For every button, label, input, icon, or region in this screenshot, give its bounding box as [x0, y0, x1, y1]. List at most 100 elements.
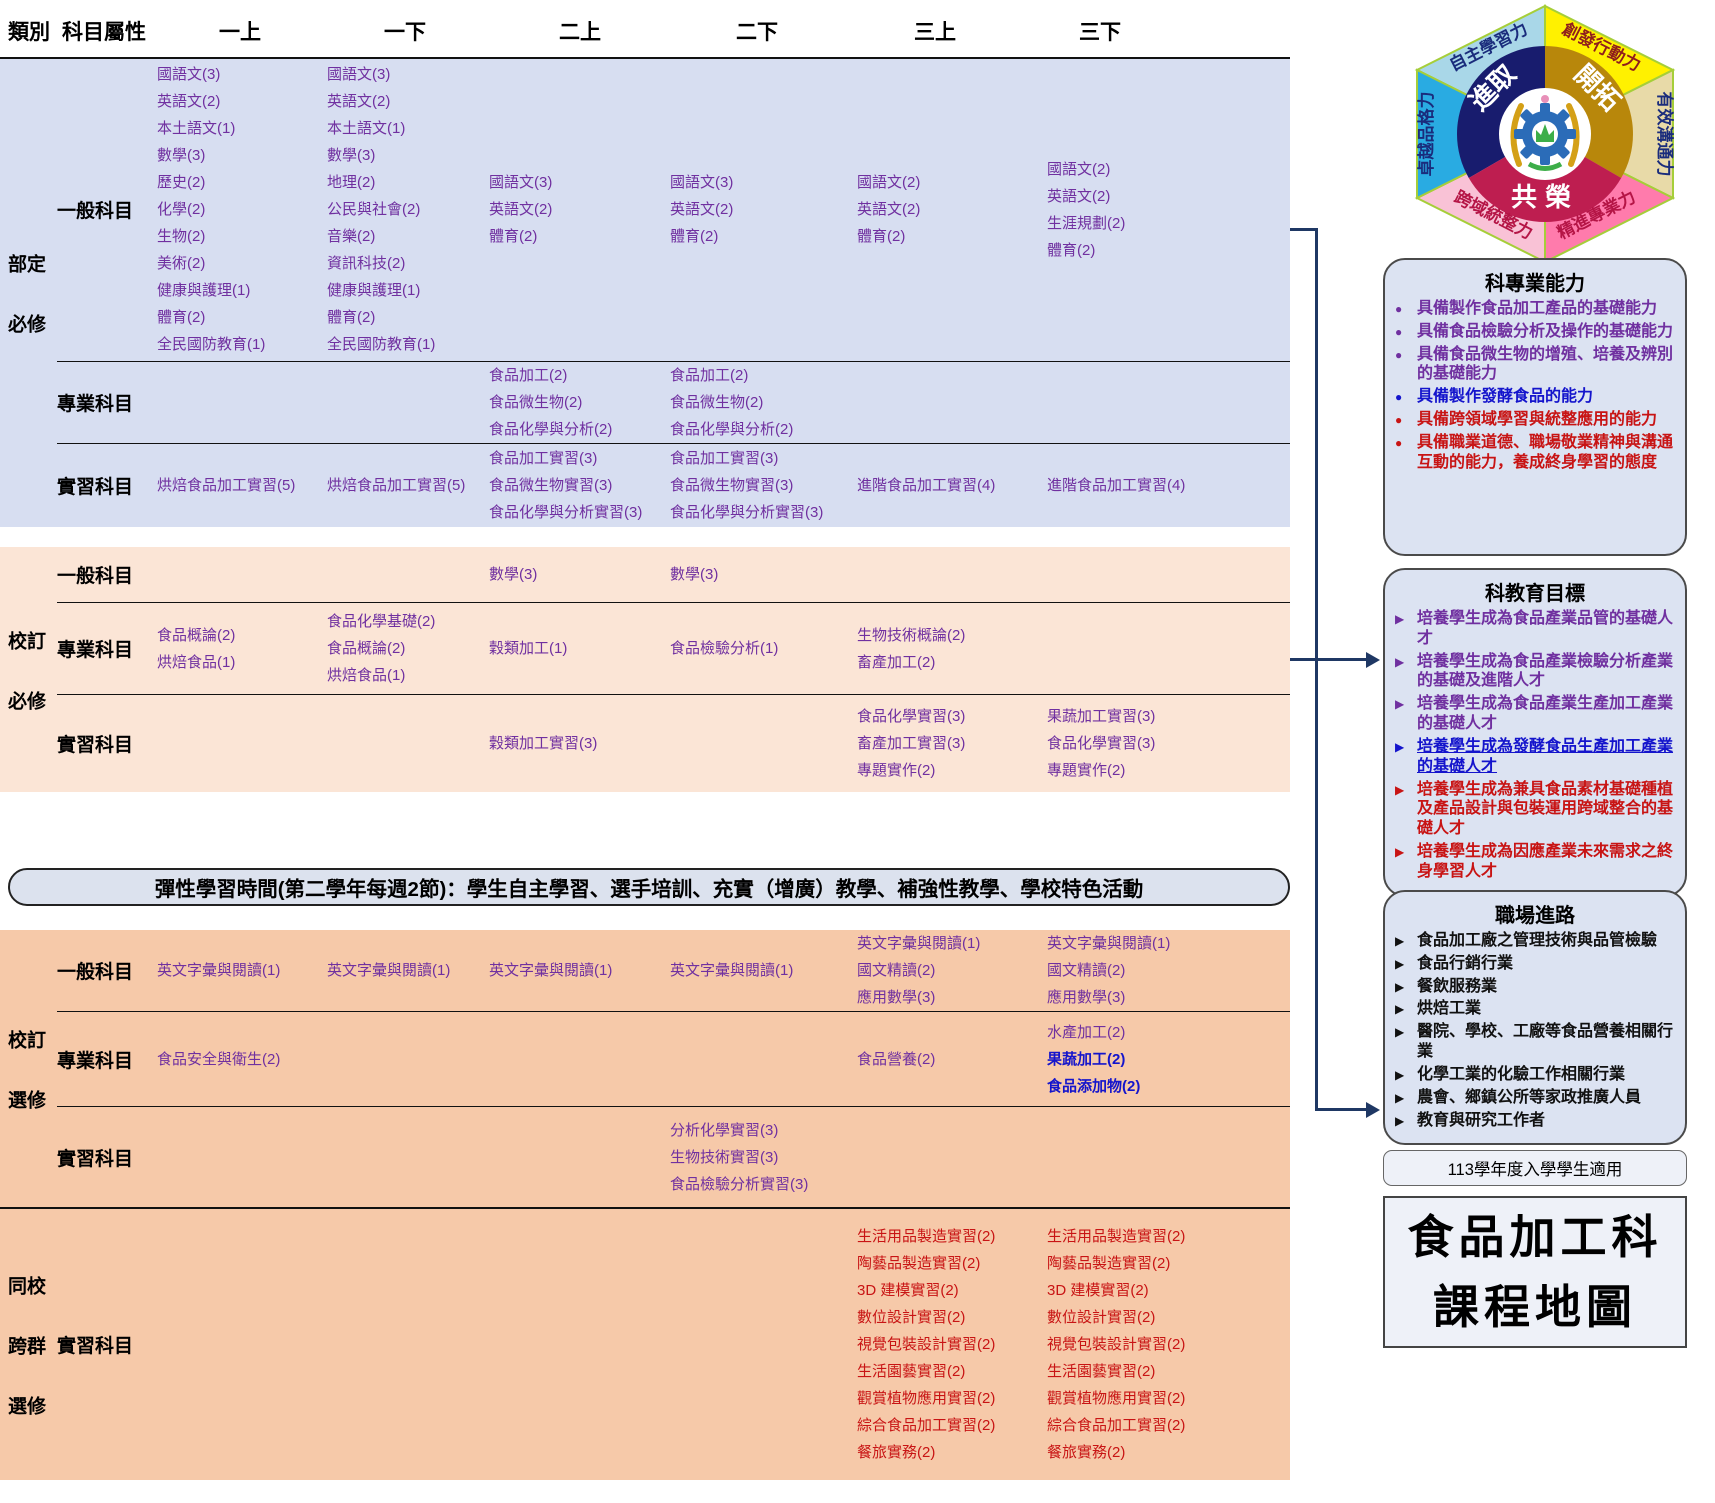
course-item: 英文字彙與閱讀(1) [327, 962, 451, 979]
semester-cell: 英文字彙與閱讀(1) [487, 930, 668, 1011]
list-item-text: 烘焙工業 [1417, 1000, 1482, 1018]
course-item: 國語文(2) [1047, 160, 1111, 178]
list-item: ▶ 培養學生成為食品產業檢驗分析產業的基礎及進階人才 [1395, 652, 1675, 692]
course-item: 生活用品製造實習(2) [857, 1228, 996, 1245]
category-column: 同校 跨群 選修 [0, 1271, 57, 1418]
category-label: 必修 [8, 691, 47, 712]
list-item: ▶ 培養學生成為因應產業未來需求之終身學習人才 [1395, 842, 1675, 882]
course-item: 英語文(2) [857, 201, 921, 219]
semester-cell [855, 1107, 1045, 1207]
course-item: 進階食品加工實習(4) [857, 477, 996, 495]
course-item: 生物(2) [157, 228, 206, 246]
category-column: 校訂 必修 [0, 626, 57, 713]
semester-cell [1045, 603, 1290, 694]
course-item: 體育(2) [157, 309, 206, 327]
course-item: 健康與護理(1) [327, 282, 421, 300]
list-item-text: 食品加工廠之管理技術與品管檢驗 [1417, 932, 1658, 949]
course-item: 食品加工(2) [489, 367, 568, 385]
course-item: 公民與社會(2) [327, 201, 421, 219]
list-item: ▶ 農會、鄉鎮公所等家政推廣人員 [1395, 1088, 1675, 1108]
dot-bullet-icon: ● [1395, 390, 1403, 405]
course-item: 綜合食品加工實習(2) [1047, 1417, 1186, 1434]
course-item: 英文字彙與閱讀(1) [857, 935, 981, 952]
semester-cell: 生活用品製造實習(2) 陶藝品製造實習(2) 3D 建模實習(2) 數位設計實習(2)… [1045, 1209, 1290, 1480]
semester-cell: 國語文(2) 英語文(2) 生涯規劃(2) 體育(2) [1045, 59, 1290, 361]
header-semester: 三上 [914, 21, 956, 44]
semester-cell: 食品加工實習(3) 食品微生物實習(3) 食品化學與分析實習(3) [668, 444, 855, 527]
rows-container: 一般科目 國語文(3) 英語文(2) 本土語文(1) 數學(3) 歷史(2) 化學(2) 生物… [57, 59, 1290, 527]
semester-cell: 國語文(2) 英語文(2) 體育(2) [855, 59, 1045, 361]
semester-cell [325, 362, 487, 444]
subject-row: 一般科目 數學(3) 數學(3) [57, 547, 1290, 602]
course-item: 應用數學(3) [857, 989, 936, 1006]
course-item: 體育(2) [670, 228, 719, 246]
wheat-icon [1510, 103, 1524, 167]
semester-cell: 進階食品加工實習(4) [855, 444, 1045, 527]
semester-cell: 數學(3) [668, 547, 855, 602]
core-label: 共榮 [1511, 182, 1579, 212]
semester-cell: 食品概論(2) 烘焙食品(1) [155, 603, 325, 694]
arrow-bullet-icon: ▶ [1395, 1025, 1405, 1040]
list-item-text: 具備製作食品加工產品的基礎能力 [1417, 300, 1658, 317]
flexible-learning-banner: 彈性學習時間(第二學年每週2節)：學生自主學習、選手培訓、充實（增廣）教學、補強… [8, 868, 1290, 906]
semester-cell [855, 547, 1045, 602]
list-item: ▶ 食品行銷行業 [1395, 954, 1675, 974]
course-item: 食品化學實習(3) [857, 708, 966, 725]
course-item: 果蔬加工實習(3) [1047, 708, 1156, 725]
list-item: ● 具備製作食品加工產品的基礎能力 [1395, 299, 1675, 319]
course-item: 英語文(2) [157, 93, 221, 111]
flower-icon [1541, 95, 1549, 103]
list-item: ● 具備職業道德、職場敬業精神與溝通互動的能力，養成終身學習的態度 [1395, 433, 1675, 473]
list-item-text: 培養學生成為因應產業未來需求之終身學習人才 [1417, 843, 1674, 880]
semester-cell: 進階食品加工實習(4) [1045, 444, 1290, 527]
subject-row: 一般科目 英文字彙與閱讀(1) 英文字彙與閱讀(1) 英文字彙與閱讀(1) 英文字彙與閱… [57, 930, 1290, 1011]
category-column: 部定 必修 [0, 250, 57, 337]
semester-cell: 國語文(3) 英語文(2) 本土語文(1) 數學(3) 歷史(2) 化學(2) 生物(2) 美… [155, 59, 325, 361]
connector-line [1315, 228, 1318, 1111]
semester-cell: 烘焙食品加工實習(5) [155, 444, 325, 527]
course-item: 畜產加工(2) [857, 653, 936, 671]
course-item: 食品添加物(2) [1047, 1077, 1141, 1095]
department-title-line: 課程地圖 [1433, 1281, 1637, 1333]
list-item-text: 培養學生成為食品產業檢驗分析產業的基礎及進階人才 [1417, 652, 1674, 690]
petal-label: 卓越品格力 [1416, 92, 1436, 177]
course-item: 畜產加工實習(3) [857, 735, 966, 752]
course-item: 化學(2) [157, 201, 206, 219]
course-item: 國語文(2) [857, 174, 921, 192]
rows-container: 一般科目 英文字彙與閱讀(1) 英文字彙與閱讀(1) 英文字彙與閱讀(1) 英文字彙與閱… [57, 930, 1290, 1207]
semester-cell [325, 1107, 487, 1207]
course-item: 國語文(3) [157, 66, 221, 84]
course-item: 進階食品加工實習(4) [1047, 477, 1186, 495]
subject-row-label: 一般科目 [57, 566, 134, 587]
section-ministry-required: 部定 必修 一般科目 國語文(3) 英語文(2) 本土語文(1) 數學(3) 歷史(2) 化學(… [0, 57, 1290, 527]
semester-cell: 食品化學實習(3) 畜產加工實習(3) 專題實作(2) [855, 695, 1045, 792]
section-school-required: 校訂 必修 一般科目 數學(3) 數學(3) 專業科目 食品概論(2) 烘焙食品(1) 食品化學… [0, 547, 1290, 792]
subject-row: 實習科目 生活用品製造實習(2) 陶藝品製造實習(2) 3D 建模實習(2) 數位設計實… [57, 1209, 1290, 1480]
semester-cell [1045, 547, 1290, 602]
course-item: 餐旅實務(2) [1047, 1444, 1126, 1461]
course-item: 體育(2) [1047, 241, 1096, 259]
course-item: 食品檢驗分析實習(3) [670, 1175, 809, 1193]
semester-cell: 分析化學實習(3) 生物技術實習(3) 食品檢驗分析實習(3) [668, 1107, 855, 1207]
arrow-bullet-icon: ▶ [1395, 934, 1405, 948]
semester-cell: 英文字彙與閱讀(1) 國文精讀(2) 應用數學(3) [855, 930, 1045, 1011]
course-item: 食品微生物(2) [670, 394, 764, 412]
school-competency-logo: 自主學習力 創發行動力 有效溝通力 精進專業力 跨域統整力 卓越品格力 進取 開… [1414, 4, 1676, 264]
connector-line [1315, 1108, 1368, 1111]
subject-row: 實習科目 烘焙食品加工實習(5) 烘焙食品加工實習(5) 食品加工實習(3) 食品微生物… [57, 443, 1290, 527]
course-item: 食品微生物實習(3) [489, 477, 613, 495]
semester-cell: 國語文(3) 英語文(2) 體育(2) [487, 59, 668, 361]
section-school-elective: 校訂 選修 一般科目 英文字彙與閱讀(1) 英文字彙與閱讀(1) 英文字彙與閱讀(1) 英文… [0, 930, 1290, 1207]
course-item: 英文字彙與閱讀(1) [1047, 935, 1171, 952]
course-item: 英文字彙與閱讀(1) [670, 962, 794, 979]
category-label: 校訂 [8, 631, 47, 652]
department-title-line: 食品加工科 [1407, 1211, 1663, 1263]
course-item: 食品營養(2) [857, 1050, 936, 1068]
semester-cell [325, 547, 487, 602]
course-item: 食品化學與分析(2) [670, 421, 794, 439]
semester-cell: 生物技術概論(2) 畜產加工(2) [855, 603, 1045, 694]
subject-row-label: 一般科目 [57, 201, 134, 223]
course-item: 3D 建模實習(2) [1047, 1282, 1149, 1299]
category-label: 選修 [8, 1396, 47, 1417]
semester-cell: 食品檢驗分析(1) [668, 603, 855, 694]
